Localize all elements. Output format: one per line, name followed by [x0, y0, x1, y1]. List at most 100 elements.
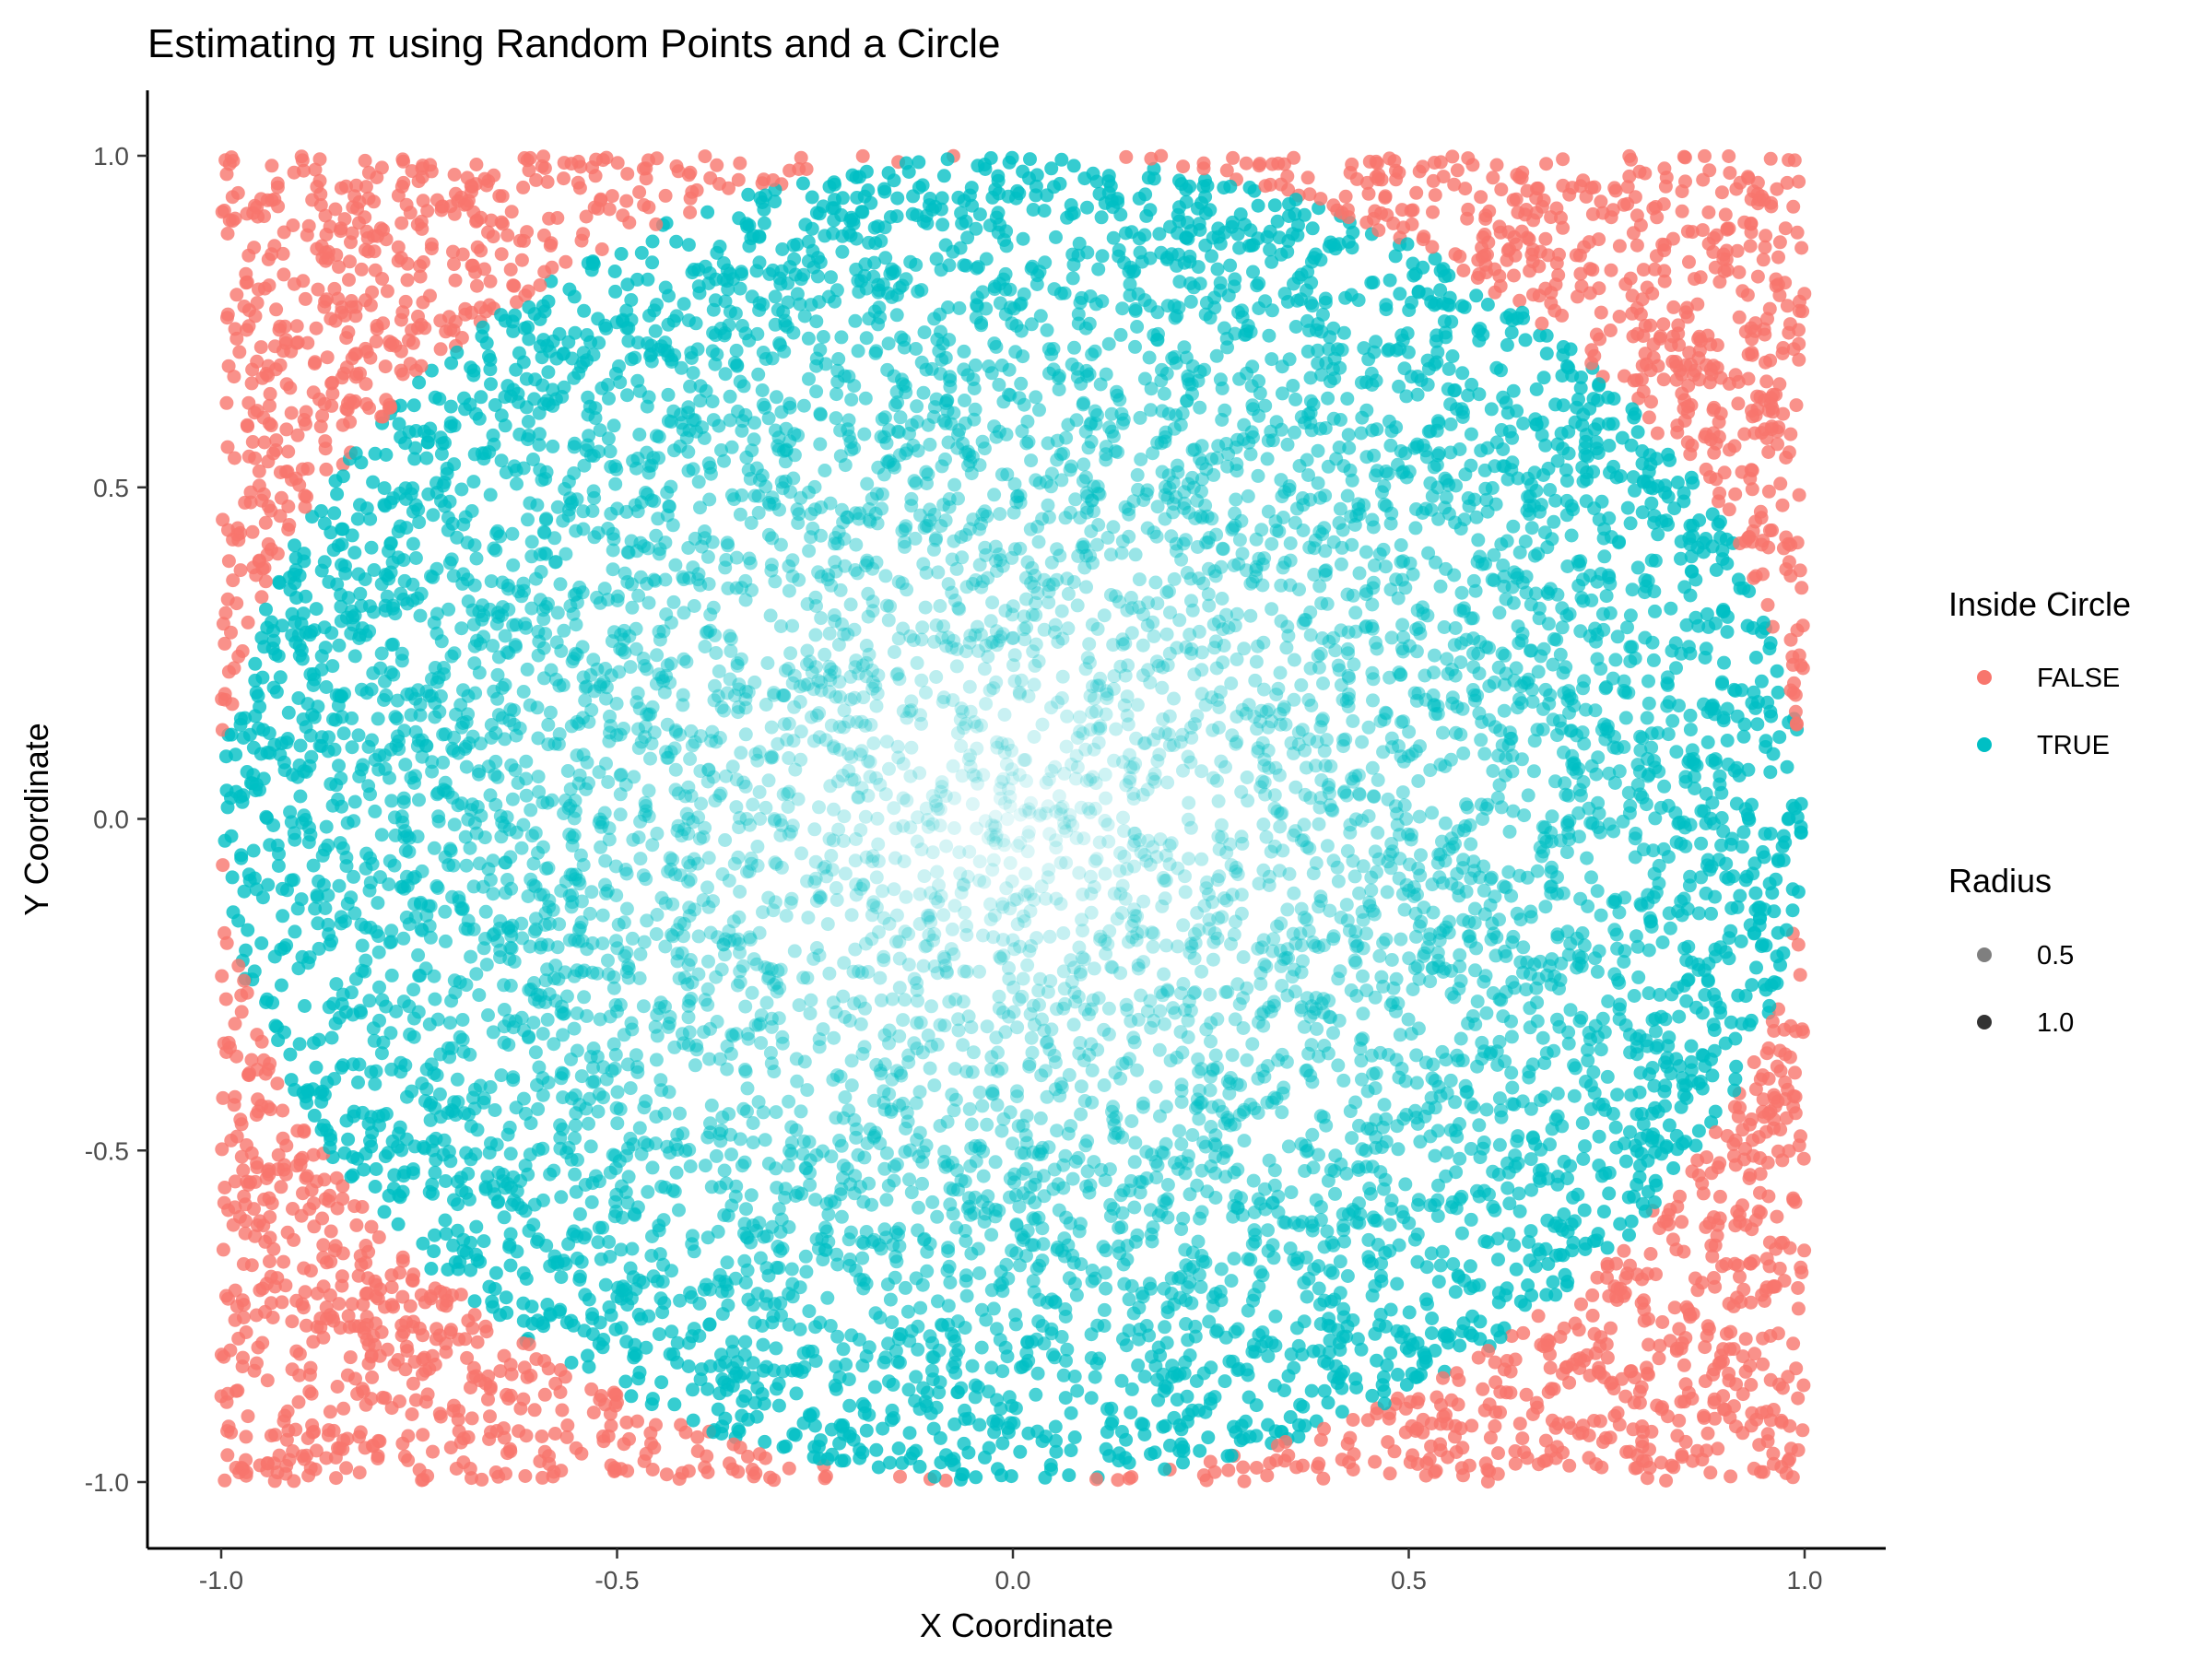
point-true — [720, 1039, 735, 1053]
point-false — [1313, 1432, 1328, 1447]
point-true — [564, 1356, 579, 1370]
point-true — [1127, 826, 1142, 841]
point-true — [1371, 772, 1385, 787]
point-true — [1002, 960, 1016, 975]
point-true — [704, 1098, 719, 1112]
point-true — [897, 854, 912, 869]
point-true — [1484, 932, 1499, 947]
point-true — [1056, 1158, 1071, 1172]
point-true — [1453, 959, 1467, 974]
point-true — [720, 1062, 735, 1077]
point-true — [737, 1253, 752, 1268]
point-true — [423, 1112, 438, 1127]
point-true — [1023, 1180, 1038, 1194]
point-false — [289, 319, 304, 334]
point-true — [656, 624, 671, 639]
point-true — [1554, 426, 1569, 441]
point-true — [1293, 1397, 1308, 1412]
point-true — [1177, 496, 1192, 511]
point-true — [989, 624, 1004, 639]
point-true — [771, 964, 785, 978]
point-true — [1194, 687, 1209, 701]
point-true — [1661, 850, 1676, 865]
point-true — [261, 877, 276, 892]
point-true — [1283, 578, 1298, 593]
point-true — [1635, 505, 1650, 520]
point-true — [1267, 1090, 1282, 1105]
point-true — [963, 629, 978, 643]
point-true — [740, 1104, 754, 1119]
point-true — [584, 885, 599, 900]
point-true — [919, 1138, 934, 1153]
point-true — [739, 1202, 753, 1217]
point-true — [913, 1300, 928, 1315]
point-true — [1383, 1302, 1398, 1317]
point-true — [794, 1104, 808, 1119]
point-true — [1066, 575, 1081, 589]
point-true — [727, 856, 742, 871]
point-true — [790, 1074, 805, 1088]
point-true — [1247, 1206, 1262, 1219]
point-true — [686, 366, 700, 381]
point-true — [910, 1133, 924, 1147]
point-true — [771, 1011, 786, 1026]
point-true — [1392, 871, 1406, 886]
point-true — [1201, 1430, 1216, 1445]
point-true — [339, 851, 354, 865]
point-true — [1413, 739, 1427, 754]
point-true — [1232, 1108, 1247, 1123]
point-true — [782, 751, 796, 765]
point-false — [1655, 1315, 1670, 1329]
point-false — [1722, 1366, 1736, 1381]
point-true — [1182, 628, 1197, 641]
point-false — [406, 1376, 420, 1391]
point-false — [522, 163, 536, 178]
point-true — [1254, 703, 1269, 718]
point-false — [391, 188, 406, 203]
point-true — [497, 1003, 512, 1017]
point-true — [1398, 1177, 1413, 1192]
point-true — [1550, 453, 1565, 468]
point-true — [1225, 1048, 1240, 1063]
point-true — [1410, 1254, 1425, 1269]
point-true — [1071, 990, 1086, 1004]
point-true — [992, 989, 1006, 1004]
point-false — [416, 1428, 430, 1442]
point-true — [459, 759, 474, 774]
point-false — [794, 150, 808, 165]
point-true — [1390, 1277, 1405, 1291]
point-true — [957, 721, 971, 735]
point-true — [1084, 524, 1099, 538]
point-true — [1028, 658, 1042, 673]
point-true — [1203, 1083, 1218, 1098]
point-true — [1731, 988, 1746, 1003]
point-true — [711, 688, 725, 703]
point-true — [1663, 921, 1677, 935]
point-true — [891, 750, 906, 765]
point-true — [652, 429, 666, 444]
point-true — [1017, 397, 1031, 412]
point-true — [1346, 588, 1360, 603]
point-true — [974, 1340, 989, 1355]
point-false — [218, 1473, 232, 1488]
point-true — [677, 606, 691, 620]
point-true — [1081, 441, 1096, 455]
point-false — [1791, 1301, 1806, 1316]
point-true — [1117, 824, 1131, 839]
point-true — [916, 385, 931, 400]
point-true — [655, 1275, 670, 1289]
point-true — [1102, 1162, 1117, 1177]
point-false — [1405, 217, 1419, 231]
point-true — [1177, 501, 1192, 515]
point-false — [229, 1129, 244, 1144]
point-true — [1359, 618, 1373, 633]
point-false — [336, 1401, 351, 1416]
point-true — [1303, 605, 1318, 619]
point-true — [1010, 917, 1025, 932]
point-false — [1753, 1167, 1768, 1182]
point-true — [900, 1304, 915, 1319]
point-true — [1116, 810, 1130, 825]
point-true — [1202, 922, 1217, 936]
point-false — [1516, 1325, 1531, 1340]
point-false — [1771, 437, 1784, 452]
